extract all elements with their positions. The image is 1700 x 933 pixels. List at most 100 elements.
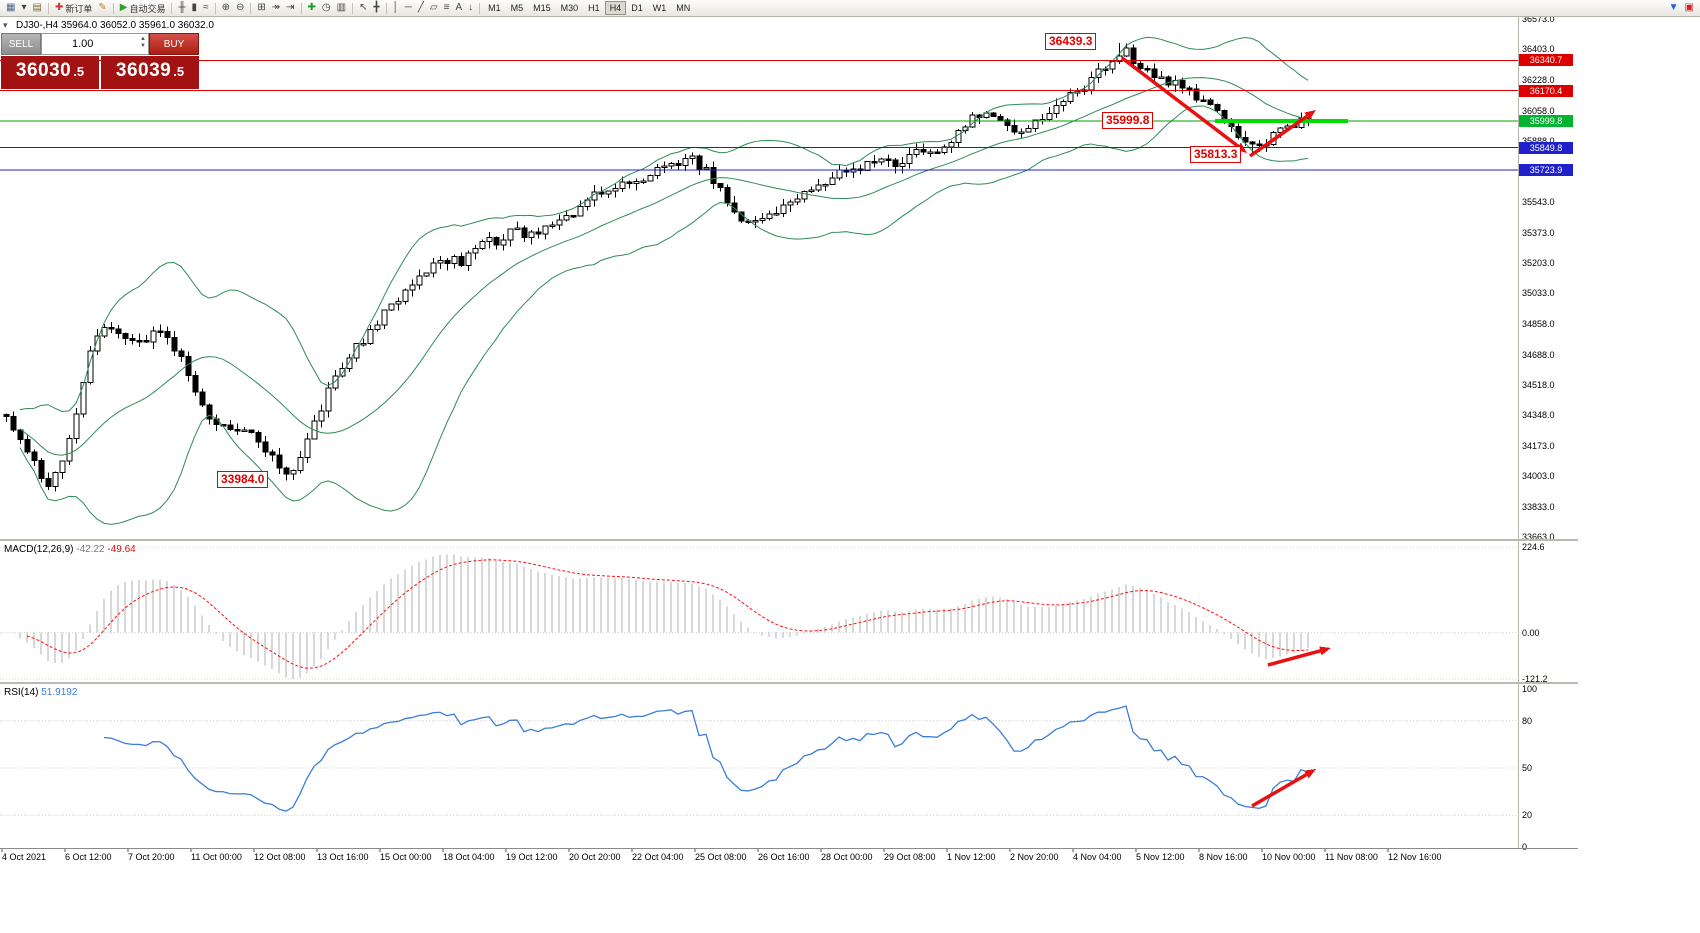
channel-icon[interactable]: ▱	[427, 1, 441, 16]
auto-trading-button[interactable]: ▶ 自动交易	[117, 1, 169, 16]
vertical-line-icon: │	[392, 2, 399, 13]
time-axis-label: 20 Oct 20:00	[569, 852, 621, 862]
macd-panel-splitter[interactable]	[0, 539, 1578, 541]
timeframe-d1-button-label: D1	[631, 3, 643, 13]
timeframe-d1-button[interactable]: D1	[626, 1, 648, 15]
rsi-axis-label: 20	[1522, 810, 1533, 821]
vertical-line-icon[interactable]: │	[390, 1, 402, 16]
time-axis-label: 11 Oct 00:00	[191, 852, 242, 862]
templates-icon[interactable]: ▥	[334, 1, 349, 16]
price-axis-label: 33663.0	[1522, 532, 1555, 542]
cursor-icon: ↖	[359, 2, 368, 13]
rsi-value: 51.9192	[41, 687, 78, 698]
buy-price-main: 36039	[115, 60, 172, 81]
highlight-segment	[1215, 119, 1348, 124]
timeframe-h1-button-label: H1	[588, 3, 600, 13]
timeframe-m1-button[interactable]: M1	[483, 1, 506, 15]
price-axis-label: 34518.0	[1522, 379, 1555, 390]
time-axis-label: 4 Oct 2021	[2, 852, 47, 862]
price-tag: 36340.7	[1519, 54, 1573, 67]
indicators-icon[interactable]: ✚	[305, 1, 319, 16]
trendline-icon[interactable]: ╱	[415, 1, 427, 16]
timeframe-w1-button[interactable]: W1	[648, 1, 672, 15]
new-chart-icon[interactable]: ▦	[3, 1, 18, 16]
fibonacci-icon[interactable]: ≡	[441, 1, 453, 16]
auto-scroll-icon[interactable]: ↠	[269, 1, 283, 16]
zoom-in-icon: ⊕	[221, 2, 230, 13]
line-chart-icon: ≈	[203, 2, 209, 13]
time-axis-label: 12 Nov 16:00	[1388, 852, 1442, 862]
periods-icon[interactable]: ◷	[319, 1, 334, 16]
time-axis-label: 1 Nov 12:00	[947, 852, 996, 862]
chart-shift-icon: ⇥	[286, 2, 295, 13]
profiles-icon[interactable]: ▤	[29, 1, 44, 16]
time-axis-label: 13 Oct 16:00	[317, 852, 369, 862]
crosshair-icon[interactable]: ╋	[370, 1, 382, 16]
timeframe-mn-button[interactable]: MN	[671, 1, 695, 15]
chart-shift-icon[interactable]: ⇥	[283, 1, 297, 16]
volume-input[interactable]: 1.00 ▲ ▼	[41, 33, 149, 55]
text-icon[interactable]: A	[452, 1, 465, 16]
timeframe-m15-button-label: M15	[533, 3, 551, 13]
metaeditor-icon: ✎	[98, 2, 107, 13]
periods-icon: ◷	[321, 2, 331, 13]
line-chart-icon[interactable]: ≈	[200, 1, 212, 16]
macd-axis-label: -121.2	[1522, 674, 1548, 684]
macd-histogram	[19, 554, 1309, 680]
price-annotation: 33984.0	[217, 471, 269, 488]
chart-type-dropdown-icon[interactable]: ▾	[18, 1, 29, 16]
bar-chart-icon[interactable]: ╫	[175, 1, 188, 16]
timeframe-m30-button[interactable]: M30	[556, 1, 584, 15]
auto-trading-button-label: 自动交易	[129, 3, 166, 14]
spinner-down-icon[interactable]: ▼	[140, 43, 146, 50]
volume-spinner[interactable]: ▲ ▼	[140, 36, 146, 50]
timeframe-m30-button-label: M30	[560, 3, 579, 13]
timeframe-w1-button-label: W1	[652, 3, 667, 13]
timeframe-m5-button[interactable]: M5	[506, 1, 529, 15]
time-axis-label: 7 Oct 20:00	[128, 852, 175, 862]
zoom-in-icon[interactable]: ⊕	[219, 1, 233, 16]
sell-button[interactable]: SELL	[1, 33, 41, 55]
rsi-panel-splitter[interactable]	[0, 682, 1578, 684]
timeframe-m15-button[interactable]: M15	[528, 1, 556, 15]
new-order-button-label: 新订单	[65, 3, 93, 14]
toolbar-separator	[171, 2, 173, 14]
price-axis-label: 34173.0	[1522, 441, 1555, 452]
main-toolbar: ▦ ▾ ▤ ✚ 新订单 ✎ ▶ 自动交易 ╫ ▮ ≈ ⊕ ⊖ ⊞ ↠ ⇥ ✚ ◷ ▥ ↖ ╋ │ ─ ╱ ▱ ≡ A ↓ M1 M5 M15…	[0, 0, 1700, 17]
price-axis-label: 36058.0	[1522, 105, 1555, 116]
macd-value-1: -42.22	[76, 544, 105, 555]
zoom-out-icon[interactable]: ⊖	[233, 1, 247, 16]
timeframe-h1-button[interactable]: H1	[583, 1, 605, 15]
candle-chart-icon[interactable]: ▮	[189, 1, 201, 16]
chart-type-dropdown-icon: ▾	[21, 2, 27, 13]
arrows-icon[interactable]: ↓	[465, 1, 476, 16]
timeframe-h4-button[interactable]: H4	[604, 1, 627, 15]
cursor-icon[interactable]: ↖	[356, 1, 370, 16]
rsi-axis-label: 100	[1522, 684, 1538, 694]
tile-windows-icon[interactable]: ⊞	[254, 1, 268, 16]
candlesticks	[3, 42, 1312, 492]
toolbar-separator	[300, 2, 302, 14]
price-axis-label: 35373.0	[1522, 227, 1555, 238]
auto-scroll-icon: ↠	[271, 2, 281, 13]
metaeditor-icon[interactable]: ✎	[95, 1, 109, 16]
sell-price-display[interactable]: 36030 .5	[1, 56, 99, 89]
record-icon[interactable]: ▣	[1682, 1, 1697, 16]
horizontal-line-icon[interactable]: ─	[402, 1, 415, 16]
spinner-up-icon[interactable]: ▲	[140, 36, 146, 42]
scroll-to-end-icon: ▼	[1668, 2, 1679, 13]
new-order-button[interactable]: ✚ 新订单	[52, 1, 95, 16]
rsi-line	[103, 705, 1309, 812]
toolbar-separator	[352, 2, 354, 14]
text-icon: A	[455, 2, 463, 13]
time-axis-label: 28 Oct 00:00	[821, 852, 873, 862]
price-axis-label: 34688.0	[1522, 349, 1555, 360]
buy-button[interactable]: BUY	[149, 33, 199, 55]
oneclick-toggle-icon[interactable]: ▾	[3, 20, 8, 30]
price-axis-label: 36573.0	[1522, 14, 1555, 24]
scroll-to-end-icon[interactable]: ▼	[1666, 1, 1682, 16]
price-axis-label: 34003.0	[1522, 471, 1555, 482]
buy-price-display[interactable]: 36039 .5	[101, 56, 199, 89]
